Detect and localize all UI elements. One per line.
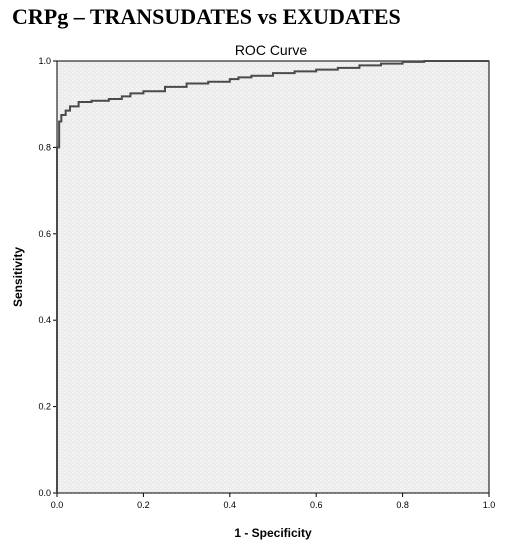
y-axis-label: Sensitivity — [11, 247, 25, 307]
y-tick-label: 0.2 — [38, 402, 51, 412]
roc-curve-line — [56, 60, 489, 493]
plot-area — [56, 60, 490, 494]
x-tick-label: 0.2 — [137, 500, 150, 510]
y-tick-label: 1.0 — [38, 56, 51, 66]
x-tick-label: 0.0 — [51, 500, 64, 510]
y-tick-label: 0.4 — [38, 315, 51, 325]
y-tick-label: 0.6 — [38, 229, 51, 239]
x-tick-label: 0.6 — [310, 500, 323, 510]
x-tick-label: 0.8 — [396, 500, 409, 510]
y-tick-label: 0.0 — [38, 488, 51, 498]
chart-title: ROC Curve — [235, 42, 308, 58]
x-tick-label: 1.0 — [483, 500, 496, 510]
x-tick-label: 0.4 — [224, 500, 237, 510]
y-tick-label: 0.8 — [38, 142, 51, 152]
x-axis-label: 1 - Specificity — [234, 526, 312, 540]
figure-title: CRPg – TRANSUDATES vs EXUDATES — [12, 4, 401, 29]
